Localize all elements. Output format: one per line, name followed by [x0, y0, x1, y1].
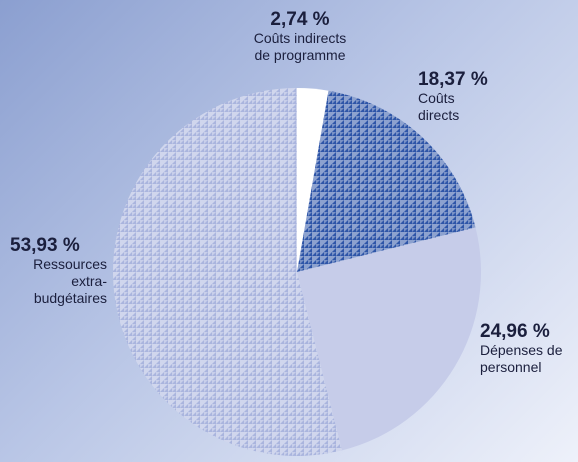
value-label: 24,96 %	[480, 321, 550, 342]
pie-slice	[112, 88, 342, 457]
category-label: Coûts indirects de programme	[253, 30, 347, 63]
category-label: Ressources extra- budgétaires	[33, 256, 107, 306]
slice-label: 18,37 % Coûts directs	[418, 70, 538, 124]
slice-label: 2,74 % Coûts indirects de programme	[220, 10, 380, 64]
value-label: 2,74 %	[270, 9, 330, 30]
pie-slice	[297, 90, 476, 273]
pie-slice	[297, 88, 329, 272]
category-label: Dépenses de personnel	[480, 342, 563, 375]
value-label: 53,93 %	[10, 235, 80, 256]
value-label: 18,37 %	[418, 69, 488, 90]
category-label: Coûts directs	[418, 90, 460, 123]
slice-label: 53,93 % Ressources extra- budgétaires	[10, 236, 107, 307]
slice-label: 24,96 % Dépenses de personnel	[480, 322, 578, 376]
pie-slice	[297, 227, 481, 451]
